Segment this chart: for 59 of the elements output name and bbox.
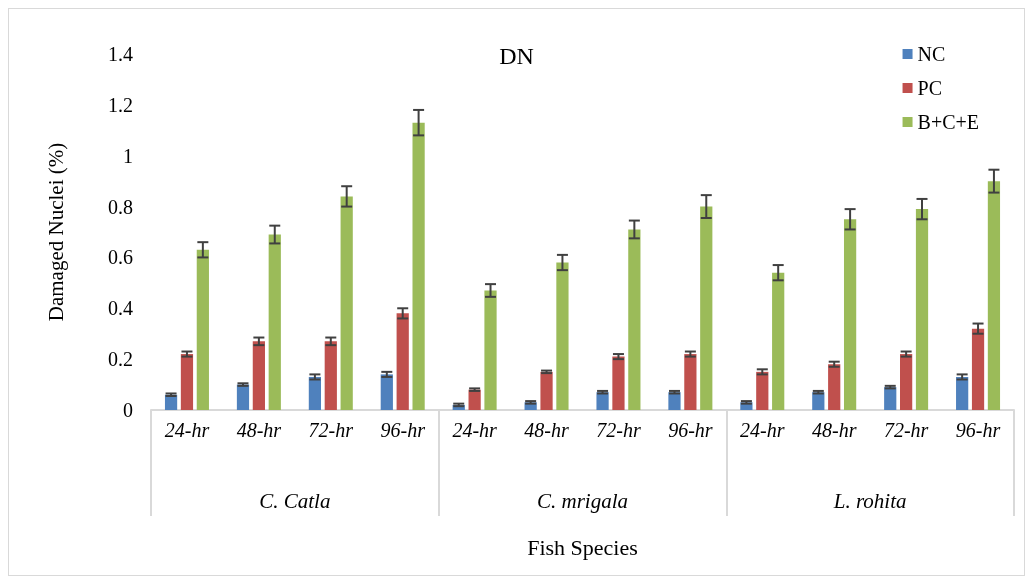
y-tick-label: 1.4 [108, 43, 133, 65]
bar [828, 364, 841, 410]
bar [612, 356, 625, 410]
x-tick-label: 72-hr [596, 419, 641, 441]
x-tick-label: 24-hr [452, 419, 498, 441]
bar [484, 290, 497, 410]
bar [396, 313, 409, 410]
legend-label: NC [917, 43, 946, 65]
bar [252, 341, 265, 410]
x-tick-label: 24-hr [740, 419, 785, 441]
text: C. mrigala [536, 488, 629, 513]
bar [180, 354, 194, 410]
y-tick-label: 0.2 [108, 348, 133, 371]
x-tick-label: 48-hr [236, 419, 282, 441]
bar [700, 206, 713, 410]
y-tick-label: 0.4 [108, 297, 133, 320]
bar [268, 234, 281, 410]
bar [628, 229, 641, 410]
x-tick-label: 24-hr [164, 419, 210, 441]
bar [380, 374, 393, 410]
x-axis-title: Fish Species [527, 534, 638, 560]
bar [956, 376, 969, 410]
text: C. Catla [259, 488, 331, 513]
bar [308, 376, 322, 410]
bar [915, 209, 929, 410]
y-axis-title: Damaged Nuclei (%) [43, 142, 68, 322]
bar [987, 181, 1001, 410]
bar [756, 371, 769, 410]
bar [596, 392, 609, 410]
y-tick-label: 1 [123, 144, 133, 167]
bar [772, 272, 785, 410]
y-tick-label: 0 [123, 399, 133, 421]
bar [971, 328, 985, 410]
bar [324, 341, 337, 410]
bar [843, 219, 857, 410]
bar [900, 354, 913, 410]
x-tick-label: 48-hr [811, 419, 857, 441]
legend-label: PC [917, 77, 943, 99]
x-tick-label: 96-hr [380, 419, 426, 441]
y-tick-label: 0.8 [108, 195, 133, 218]
bar [236, 384, 250, 410]
x-tick-label: 96-hr [955, 419, 1001, 441]
bar [884, 387, 897, 410]
y-tick-label: 1.2 [108, 93, 133, 116]
chart-title: DN [499, 43, 534, 69]
bar [556, 262, 569, 410]
text: L. rohita [832, 488, 907, 513]
x-tick-label: 72-hr [883, 419, 929, 441]
bar [196, 249, 209, 410]
bar [412, 122, 425, 410]
x-tick-label: 72-hr [308, 419, 354, 441]
legend-label: B+C+E [917, 111, 980, 133]
bar [684, 354, 697, 410]
x-tick-label: 96-hr [668, 419, 713, 441]
bar [668, 392, 681, 410]
bar [340, 196, 353, 410]
bar [540, 371, 553, 410]
x-tick-label: 48-hr [524, 419, 569, 441]
y-tick-label: 0.6 [108, 246, 133, 269]
